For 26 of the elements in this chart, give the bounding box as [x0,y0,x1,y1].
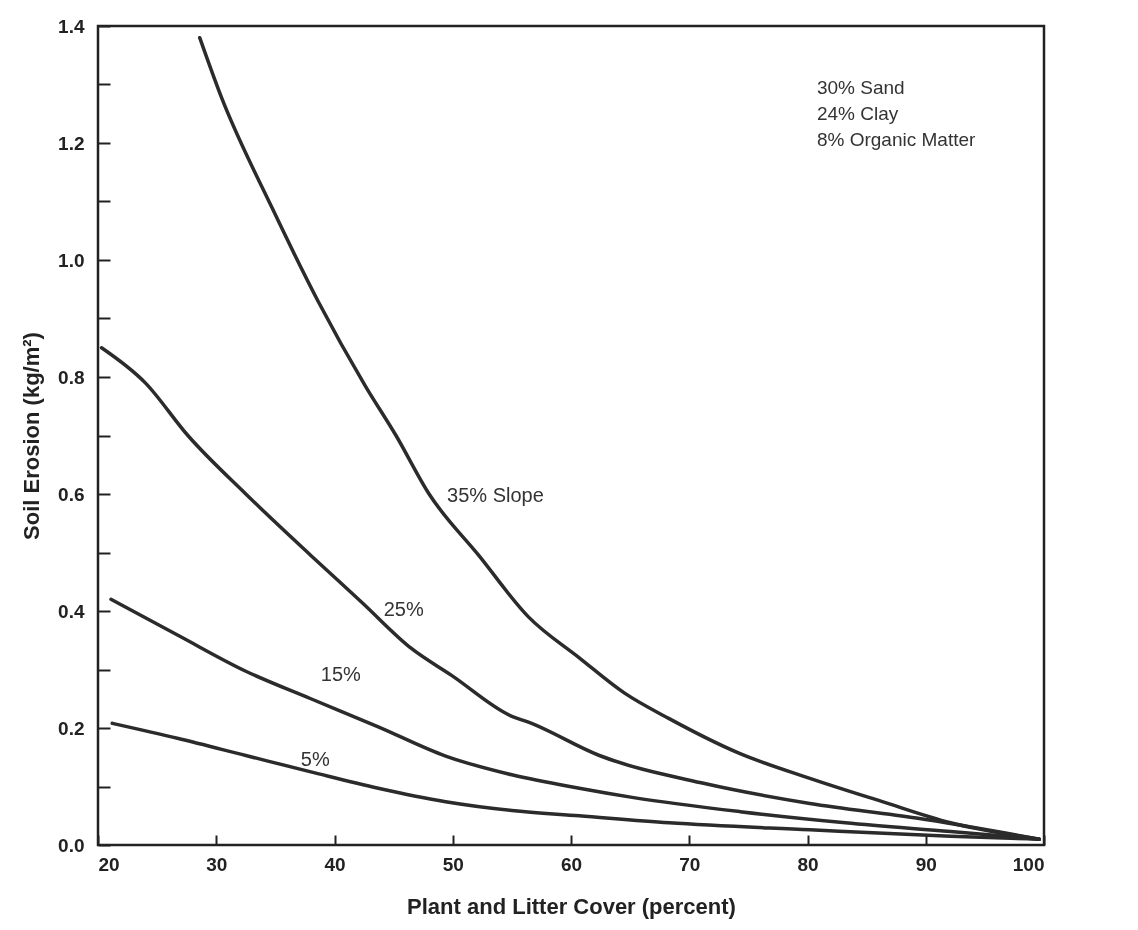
series-label: 15% [320,662,362,685]
x-tick-label: 80 [797,853,819,875]
y-tick-label: 1.4 [58,15,85,37]
x-tick-label: 20 [98,853,120,875]
series-label: 25% [383,598,424,621]
x-axis-title: Plant and Litter Cover (percent) [407,893,736,919]
series-label: 35% Slope [447,484,544,506]
y-tick-label: 1.0 [58,249,85,271]
x-tick-label: 70 [679,853,701,875]
x-tick-label: 40 [324,853,346,875]
annotation: 24% Clay [816,103,899,125]
series-label: 5% [300,747,330,770]
y-tick-label: 1.2 [58,132,85,154]
y-tick-label: 0.4 [58,600,85,622]
y-tick-label: 0.6 [58,483,85,505]
y-tick-label: 0.2 [58,717,85,739]
x-tick-label: 30 [206,853,228,875]
x-tick-label: 60 [560,853,583,875]
x-tick-label: 100 [1012,853,1045,875]
y-tick-label: 0.8 [58,366,85,388]
y-axis-title: Soil Erosion (kg/m²) [19,332,45,540]
y-tick-label: 0.0 [58,834,85,856]
x-tick-label: 90 [915,853,937,875]
x-tick-label: 50 [442,853,464,875]
annotation: 8% Organic Matter [816,129,977,151]
annotation: 30% Sand [816,77,905,99]
